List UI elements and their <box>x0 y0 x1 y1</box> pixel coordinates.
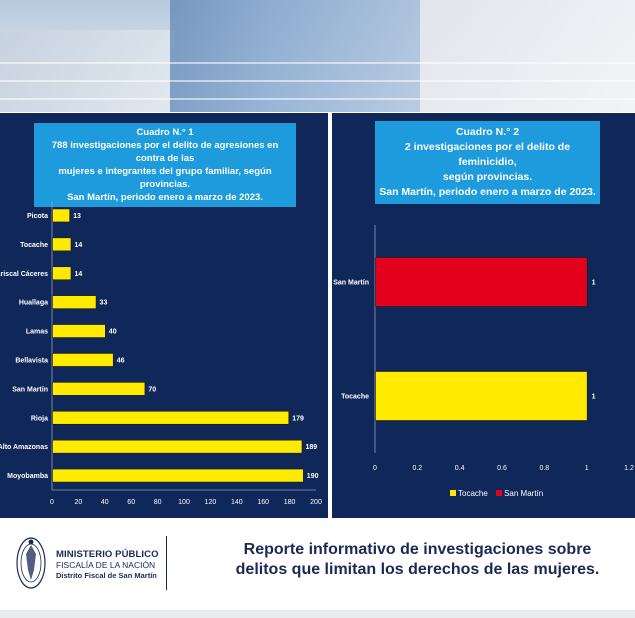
header-photo <box>0 0 635 112</box>
chart-1-title-line: mujeres e integrantes del grupo familiar… <box>58 166 272 190</box>
report-title-line-1: Reporte informativo de investigaciones s… <box>243 541 592 558</box>
x-tick-label: 60 <box>127 499 135 506</box>
chart-2-title-line: San Martín, periodo enero a marzo de 202… <box>379 186 596 198</box>
org-line-3: Distrito Fiscal de San Martín <box>56 571 157 580</box>
legend-swatch <box>496 490 503 496</box>
building-glass <box>170 0 420 112</box>
bar <box>52 324 106 338</box>
bar <box>52 295 97 309</box>
footer-divider <box>166 536 167 590</box>
x-tick-label: 0 <box>373 465 377 472</box>
x-tick-label: 140 <box>231 499 243 506</box>
data-label: 1 <box>592 280 596 287</box>
bar <box>52 237 72 252</box>
x-tick-label: 20 <box>75 499 83 506</box>
category-label: Huallaga <box>19 300 48 307</box>
building-right <box>420 0 635 112</box>
report-title-line-2: delitos que limitan los derechos de las … <box>235 561 600 578</box>
x-tick-label: 80 <box>154 499 162 506</box>
category-label: San Martín <box>12 386 48 393</box>
chart-2-title-line: según provincias. <box>442 171 533 183</box>
category-label: Lamas <box>26 329 48 336</box>
data-label: 40 <box>109 329 117 336</box>
bar <box>52 410 290 425</box>
chart-2-plot: San Martín 1 Tocache 1 0 0.2 0.4 0.6 0.8 1 1.2 Toca… <box>333 225 634 498</box>
category-label: Bellavista <box>15 357 48 364</box>
data-label: 33 <box>100 300 108 307</box>
x-tick-label: 0.2 <box>412 465 422 472</box>
institution-name: MINISTERIO PÚBLICO FISCALÍA DE LA NACIÓN… <box>56 549 159 580</box>
org-line-1: MINISTERIO PÚBLICO <box>56 549 159 560</box>
x-tick-label: 180 <box>284 499 296 506</box>
chart-panel-2: Cuadro N.° 2 2 investigaciones por el de… <box>332 113 635 518</box>
institution-seal-icon <box>16 537 46 589</box>
bar <box>52 468 304 483</box>
data-label: 1 <box>592 394 596 401</box>
data-label: 70 <box>148 386 156 393</box>
data-label: 190 <box>307 473 319 480</box>
chart-2-title: Cuadro N.° 2 2 investigaciones por el de… <box>375 121 600 204</box>
x-tick-label: 0 <box>50 499 54 506</box>
category-label: Alto Amazonas <box>0 444 48 451</box>
report-title: Reporte informativo de investigaciones s… <box>200 540 635 580</box>
bar <box>52 208 70 223</box>
x-tick-label: 0.8 <box>539 465 549 472</box>
chart-2-title-line: 2 investigaciones por el delito de femin… <box>404 141 571 168</box>
data-label: 46 <box>117 357 125 364</box>
category-label: Picota <box>27 213 48 220</box>
chart-2-title-line: Cuadro N.° 2 <box>455 126 520 138</box>
data-label: 14 <box>74 271 82 278</box>
x-tick-label: 200 <box>310 499 322 506</box>
x-tick-label: 1.2 <box>624 465 634 472</box>
chart-panel-1: Cuadro N.° 1 788 investigaciones por el … <box>0 113 328 518</box>
bar <box>52 266 72 281</box>
data-label: 179 <box>292 415 304 422</box>
bar <box>375 371 588 421</box>
footer: MINISTERIO PÚBLICO FISCALÍA DE LA NACIÓN… <box>0 518 635 618</box>
category-label: Mariscal Cáceres <box>0 271 48 278</box>
chart-1-title: Cuadro N.° 1 788 investigaciones por el … <box>34 123 296 207</box>
chart-1-title-line: San Martín, periodo enero a marzo de 202… <box>67 192 263 203</box>
window-line <box>0 98 635 100</box>
footer-strip <box>0 610 635 618</box>
chart-1-title-line: Cuadro N.° 1 <box>136 127 194 138</box>
x-tick-label: 120 <box>205 499 217 506</box>
category-label: Rioja <box>31 415 48 422</box>
bar <box>375 257 588 307</box>
category-label: San Martín <box>333 280 369 287</box>
data-label: 14 <box>74 242 82 249</box>
window-line <box>0 62 635 64</box>
x-tick-label: 1 <box>585 465 589 472</box>
category-label: Moyobamba <box>7 473 48 480</box>
data-label: 13 <box>73 213 81 220</box>
x-tick-label: 100 <box>178 499 190 506</box>
org-line-2: FISCALÍA DE LA NACIÓN <box>56 560 156 570</box>
chart-1-title-line: 788 investigaciones por el delito de agr… <box>51 140 279 164</box>
legend-label: Tocache <box>458 489 488 498</box>
data-label: 189 <box>305 444 317 451</box>
x-tick-label: 0.6 <box>497 465 507 472</box>
bar <box>52 353 114 367</box>
x-tick-label: 40 <box>101 499 109 506</box>
category-label: Tocache <box>20 242 48 249</box>
chart-1-plot: Picota 13 Tocache 14 Mariscal Cáceres 14 Huall… <box>0 201 322 506</box>
x-tick-label: 0.4 <box>455 465 465 472</box>
bar <box>52 382 146 396</box>
category-label: Tocache <box>341 394 369 401</box>
legend-label: San Martín <box>504 489 543 498</box>
window-line <box>0 80 635 82</box>
legend-swatch <box>450 490 456 496</box>
x-tick-label: 160 <box>257 499 269 506</box>
bar <box>52 439 303 454</box>
